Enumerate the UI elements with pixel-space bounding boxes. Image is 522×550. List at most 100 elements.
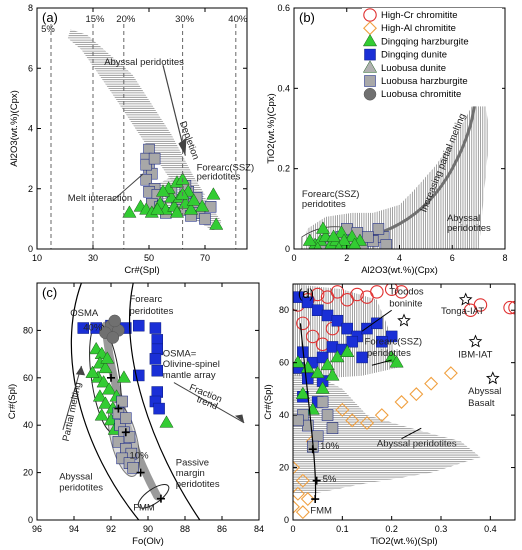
marker-high-al-chromitite xyxy=(394,395,409,409)
melting-percent: 30% xyxy=(175,14,195,25)
y-tick-label: 6 xyxy=(28,63,33,73)
x-axis-label: Al2O3(wt.%)(Cpx) xyxy=(361,265,438,276)
marker-dingqing-harzburgite xyxy=(206,187,221,200)
marker-luobusa-harzburgite xyxy=(140,158,152,171)
marker-high-cr-chromitite xyxy=(305,329,320,344)
x-tick-label: 88 xyxy=(180,524,190,534)
marker-dingqing-harzburgite xyxy=(186,193,201,206)
marker-dingqing-dunite xyxy=(149,353,162,365)
y-tick-label: 60 xyxy=(23,373,33,383)
y-axis-label: Al2O3(wt.%)(Cpx) xyxy=(9,90,20,167)
annotation: peridotites xyxy=(59,482,103,493)
panel-label: (d) xyxy=(298,286,314,301)
melting-cross xyxy=(312,476,321,485)
reference-star xyxy=(485,371,500,385)
marker-high-al-chromitite xyxy=(345,413,360,428)
marker-high-al-chromitite xyxy=(424,376,439,391)
x-tick-label: 70 xyxy=(200,253,210,263)
annotation: Basalt xyxy=(468,398,495,409)
y-tick-label: 80 xyxy=(279,305,289,315)
marker-high-cr-chromitite xyxy=(296,316,310,331)
annotation: 10% xyxy=(130,450,150,461)
annotation: Forearc(SSZ) xyxy=(302,189,360,200)
marker-dingqing-harzburgite xyxy=(183,202,199,215)
marker-luobusa-harzburgite xyxy=(293,414,304,427)
marker-high-al-chromitite xyxy=(295,505,310,520)
annotation: peridotites xyxy=(447,223,491,234)
marker-dingqing-harzburgite xyxy=(337,233,352,246)
panel-b-points xyxy=(302,221,393,249)
x-tick-label: 0.3 xyxy=(435,524,448,534)
marker-dingqing-dunite xyxy=(77,322,89,334)
reference-star xyxy=(458,292,473,306)
annotation: Abyssal peridotites xyxy=(104,57,184,68)
marker-high-cr-chromitite xyxy=(503,300,515,315)
marker-dingqing-dunite xyxy=(346,335,358,348)
marker-dingqing-dunite xyxy=(341,322,354,335)
marker-dingqing-harzburgite xyxy=(340,344,355,357)
marker-dingqing-dunite xyxy=(153,402,165,415)
x-tick-label: 6 xyxy=(450,253,455,263)
depletion-arrow xyxy=(162,65,186,156)
marker-high-cr-chromitite xyxy=(350,287,364,302)
y-tick-label: 0.4 xyxy=(277,83,290,93)
marker-high-cr-chromitite xyxy=(370,285,384,299)
marker-luobusa-harzburgite xyxy=(362,231,374,243)
melting-cross xyxy=(308,445,317,454)
legend-label: Luobusa chromitite xyxy=(381,89,461,100)
marker-dingqing-harzburgite xyxy=(293,355,306,368)
annotation: IBM-IAT xyxy=(458,349,492,360)
marker-dingqing-dunite xyxy=(376,335,388,348)
marker-high-al-chromitite xyxy=(295,473,310,488)
melting-percent: 5% xyxy=(41,24,55,35)
y-axis-label: Cr#(Spl) xyxy=(7,384,18,419)
x-tick-label: 86 xyxy=(217,524,227,534)
marker-dingqing-harzburgite xyxy=(103,412,119,426)
marker-dingqing-harzburgite xyxy=(334,225,349,238)
annotation: Tonga-IAT xyxy=(441,306,484,317)
marker-dingqing-harzburgite xyxy=(100,351,115,364)
y-tick-label: 0 xyxy=(28,244,33,254)
osma-right-boundary xyxy=(129,282,201,521)
marker-high-al-chromitite xyxy=(293,499,300,514)
y-tick-label: 0.2 xyxy=(277,164,290,174)
annotation: Partial melting xyxy=(61,381,84,442)
marker-dingqing-harzburgite xyxy=(155,184,171,197)
x-axis-label: Cr#(Spl) xyxy=(124,265,159,276)
marker-dingqing-harzburgite xyxy=(96,375,111,388)
forearc-arrow xyxy=(371,359,392,366)
marker-high-al-chromitite xyxy=(293,460,300,475)
marker-dingqing-dunite xyxy=(302,372,314,385)
abyssal-arrow xyxy=(401,427,422,440)
marker-high-al-chromitite xyxy=(300,492,315,507)
marker-dingqing-harzburgite xyxy=(116,370,132,383)
y-tick-label: 2 xyxy=(28,184,33,194)
y-tick-label: 40 xyxy=(279,410,289,420)
marker-luobusa-chromitite xyxy=(363,87,377,101)
legend-label: Luobusa harzburgite xyxy=(381,76,468,87)
annotation: OSMA xyxy=(70,308,99,319)
marker-dingqing-harzburgite xyxy=(348,237,362,249)
reference-star xyxy=(468,334,483,348)
marker-dingqing-harzburgite xyxy=(98,360,113,374)
annotation: 5% xyxy=(323,474,337,485)
marker-dingqing-harzburgite xyxy=(150,202,165,215)
annotation: Melt interaction xyxy=(68,193,132,204)
y-tick-label: 0.6 xyxy=(277,3,290,13)
marker-luobusa-harzburgite xyxy=(199,213,211,225)
x-tick-label: 0.4 xyxy=(484,524,497,534)
y-tick-label: 20 xyxy=(23,468,33,478)
marker-dingqing-harzburgite xyxy=(302,233,317,246)
annotation: FMM xyxy=(310,505,332,516)
annotation: Forearc(SSZ) xyxy=(197,163,255,174)
melting-cross xyxy=(156,494,165,503)
marker-luobusa-harzburgite xyxy=(326,422,339,434)
annotation: Abyssal xyxy=(59,472,92,483)
legend: High-Cr chromitite High-Al chromitite Ding… xyxy=(362,8,502,107)
marker-luobusa-harzburgite xyxy=(380,239,393,249)
marker-luobusa-harzburgite xyxy=(372,223,385,235)
melting-cross xyxy=(107,373,115,382)
marker-dingqing-harzburgite xyxy=(362,33,378,47)
marker-dingqing-harzburgite xyxy=(94,408,109,421)
annotation: Depletion xyxy=(177,120,201,161)
